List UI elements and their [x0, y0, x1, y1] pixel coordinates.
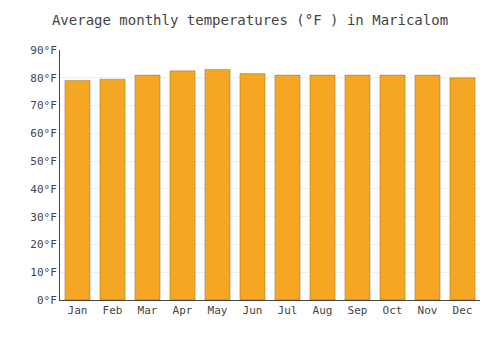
svg-text:Average monthly temperatures (: Average monthly temperatures (°F ) in Ma… [52, 12, 448, 28]
svg-text:Mar: Mar [138, 304, 158, 317]
svg-text:Oct: Oct [383, 304, 403, 317]
svg-text:70°F: 70°F [30, 99, 57, 112]
svg-text:20°F: 20°F [30, 238, 57, 251]
svg-text:Feb: Feb [103, 304, 123, 317]
svg-text:Jul: Jul [278, 304, 298, 317]
svg-text:Sep: Sep [348, 304, 368, 317]
svg-text:Jan: Jan [68, 304, 88, 317]
svg-text:90°F: 90°F [30, 44, 57, 57]
svg-text:50°F: 50°F [30, 155, 57, 168]
svg-text:May: May [208, 304, 228, 317]
svg-text:60°F: 60°F [30, 127, 57, 140]
svg-text:Aug: Aug [313, 304, 333, 317]
svg-text:0°F: 0°F [37, 294, 57, 307]
svg-text:40°F: 40°F [30, 183, 57, 196]
svg-text:Dec: Dec [453, 304, 473, 317]
svg-text:Apr: Apr [173, 304, 193, 317]
svg-text:10°F: 10°F [30, 266, 57, 279]
svg-text:Nov: Nov [418, 304, 438, 317]
svg-text:30°F: 30°F [30, 211, 57, 224]
svg-text:Jun: Jun [243, 304, 263, 317]
svg-text:80°F: 80°F [30, 72, 57, 85]
